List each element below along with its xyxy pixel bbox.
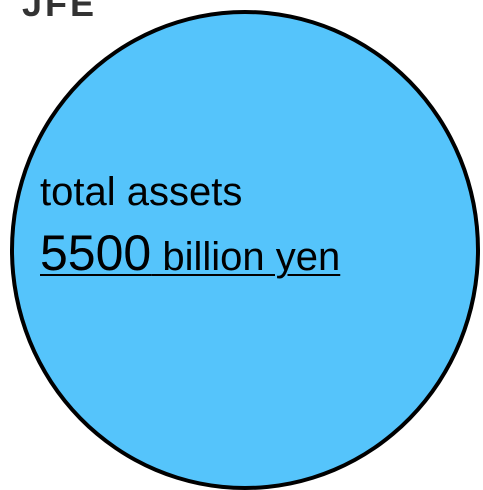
company-label: JFE	[22, 0, 98, 24]
total-assets-number: 5500	[40, 225, 152, 281]
total-assets-circle	[10, 10, 480, 490]
total-assets-label: total assets	[40, 170, 243, 214]
total-assets-value: 5500 billion yen	[40, 226, 340, 281]
total-assets-unit: billion yen	[151, 235, 341, 279]
